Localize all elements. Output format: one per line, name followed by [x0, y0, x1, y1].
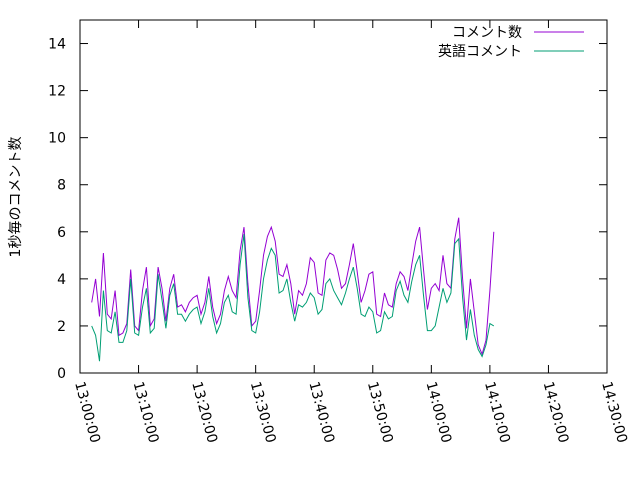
y-tick-label: 6: [57, 225, 66, 241]
y-axis: 0 2 4 6 8 10 12 14: [48, 37, 607, 382]
x-tick-label: 13:40:00: [305, 380, 337, 445]
x-tick-label: 13:30:00: [247, 380, 279, 445]
legend-label: 英語コメント: [438, 43, 522, 60]
y-tick-label: 12: [48, 84, 66, 100]
series-line-1: [91, 217, 495, 356]
series-line-2: [91, 234, 495, 362]
x-axis: 13:00:00 13:10:00 13:20:00 13:30:00 13:40:00…: [71, 20, 630, 445]
series-group: [91, 217, 495, 362]
plot-frame: [79, 19, 608, 374]
x-tick-label: 13:20:00: [188, 380, 220, 445]
x-tick-label: 14:00:00: [422, 380, 454, 445]
plot-border: [79, 19, 608, 374]
x-tick-label: 13:00:00: [71, 380, 103, 445]
y-tick-label: 14: [48, 37, 66, 53]
legend-label: コメント数: [452, 25, 522, 41]
y-tick-label: 4: [57, 272, 66, 288]
y-tick-label: 2: [57, 319, 66, 335]
x-tick-label: 14:20:00: [540, 380, 572, 445]
x-tick-label: 14:30:00: [598, 380, 630, 445]
x-tick-label: 13:10:00: [130, 380, 162, 445]
y-tick-label: 0: [57, 366, 66, 382]
x-tick-label: 13:50:00: [364, 380, 396, 445]
x-tick-label: 14:10:00: [481, 380, 513, 445]
y-tick-label: 8: [57, 178, 66, 194]
y-axis-label: 1秒毎のコメント数: [8, 137, 24, 258]
y-tick-label: 10: [48, 131, 66, 147]
